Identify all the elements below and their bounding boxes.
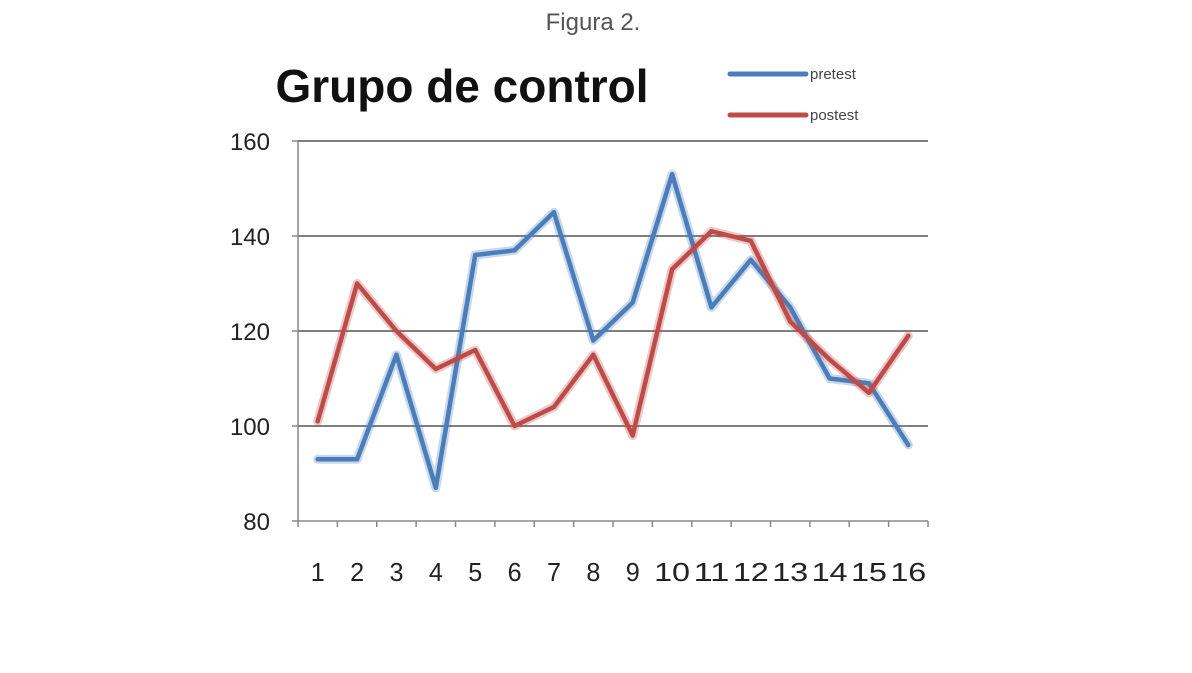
- data-point-pretest-14: [827, 376, 832, 381]
- series-lines: [313, 169, 913, 493]
- y-tick-label-100: 100: [230, 414, 270, 441]
- x-tick-label-13: 13: [772, 557, 808, 587]
- data-point-pretest-10: [669, 172, 675, 177]
- y-tick-label-140: 140: [230, 224, 270, 251]
- data-point-pretest-12: [748, 257, 754, 262]
- y-axis-tick-labels: 80 100 120 140 160: [230, 129, 270, 536]
- x-tick-label-12: 12: [733, 557, 769, 587]
- data-point-postest-11: [709, 229, 714, 234]
- data-point-pretest-11: [709, 305, 714, 310]
- x-tick-label-2: 2: [350, 557, 364, 587]
- data-point-postest-14: [827, 357, 832, 362]
- x-axis: [297, 141, 929, 527]
- series-line-postest-glow: [313, 226, 913, 440]
- data-point-pretest-15: [866, 381, 872, 386]
- data-point-pretest-8: [591, 338, 596, 343]
- x-tick-label-11: 11: [693, 557, 729, 587]
- data-point-pretest-16: [906, 442, 911, 448]
- data-point-pretest-4: [433, 485, 439, 490]
- x-tick-label-4: 4: [429, 557, 443, 587]
- data-point-postest-2: [354, 281, 360, 286]
- data-point-postest-7: [551, 404, 557, 410]
- x-tick-label-14: 14: [812, 557, 848, 587]
- data-point-pretest-9: [630, 300, 635, 305]
- data-point-pretest-3: [394, 352, 399, 357]
- x-tick-label-1: 1: [311, 557, 325, 587]
- x-tick-label-9: 9: [626, 557, 640, 587]
- x-tick-label-7: 7: [547, 557, 561, 587]
- data-point-postest-5: [472, 347, 478, 353]
- x-tick-label-6: 6: [508, 557, 522, 587]
- data-point-pretest-7: [551, 210, 557, 215]
- data-point-pretest-1: [315, 457, 320, 462]
- x-tick-label-8: 8: [586, 557, 600, 587]
- data-point-postest-9: [630, 433, 635, 438]
- series-line-postest: [315, 229, 911, 438]
- x-tick-label-3: 3: [389, 557, 403, 587]
- data-point-postest-4: [433, 366, 439, 372]
- gridlines: [292, 140, 928, 522]
- data-point-postest-1: [315, 419, 320, 424]
- data-point-postest-3: [394, 328, 399, 334]
- y-tick-label-160: 160: [230, 129, 270, 156]
- data-point-postest-13: [787, 319, 793, 324]
- data-point-pretest-2: [354, 457, 360, 462]
- data-point-postest-8: [591, 352, 596, 357]
- legend-label-pretest: pretest: [810, 66, 857, 83]
- data-point-pretest-6: [512, 248, 517, 253]
- x-tick-label-15: 15: [851, 557, 887, 587]
- y-tick-label-80: 80: [243, 509, 270, 536]
- data-point-pretest-5: [472, 252, 478, 258]
- data-point-pretest-13: [787, 305, 793, 310]
- x-tick-label-10: 10: [654, 557, 690, 587]
- figure-caption: Figura 2.: [546, 9, 641, 36]
- data-point-postest-16: [906, 333, 911, 338]
- data-point-postest-10: [669, 267, 675, 272]
- x-tick-label-16: 16: [890, 557, 926, 587]
- legend-label-postest: postest: [810, 107, 859, 124]
- chart-title: Grupo de control: [275, 60, 648, 112]
- data-point-postest-12: [748, 238, 754, 243]
- data-point-postest-6: [512, 423, 517, 429]
- y-tick-label-120: 120: [230, 319, 270, 346]
- legend: pretest postest: [727, 66, 859, 124]
- x-axis-tick-labels: 1 2 3 4 5 6 7 8 9 10 11 12 13 14 15 16: [311, 557, 927, 587]
- data-point-postest-15: [866, 390, 872, 395]
- x-tick-label-5: 5: [468, 557, 482, 587]
